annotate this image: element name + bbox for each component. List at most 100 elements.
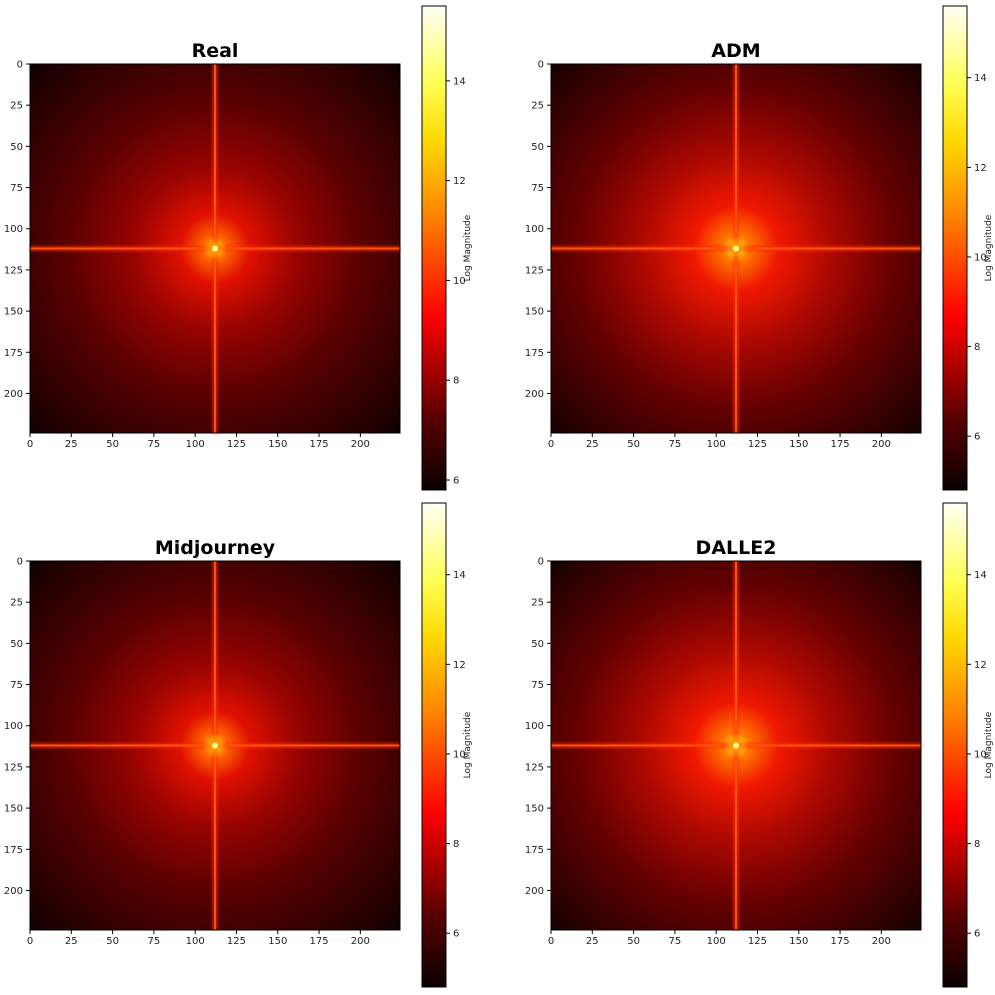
x-tick-label: 0 (27, 936, 33, 947)
y-tick-label: 75 (10, 183, 23, 194)
y-tick-label: 125 (4, 762, 23, 773)
colorbar-tick-label: 10 (974, 252, 987, 263)
dc-peak (212, 742, 218, 749)
x-tick-label: 150 (789, 936, 808, 947)
y-tick-label: 150 (525, 804, 544, 815)
y-tick-label: 0 (538, 60, 544, 71)
x-tick-label: 50 (106, 439, 119, 450)
colorbar-tick-label: 6 (974, 929, 980, 940)
y-tick-label: 100 (525, 224, 544, 235)
x-tick-label: 25 (586, 439, 599, 450)
panel-title: ADM (711, 40, 760, 62)
panel-title: Real (192, 40, 239, 62)
axes-frame (550, 63, 922, 434)
colorbar-tick-label: 8 (974, 839, 980, 850)
y-tick-label: 200 (525, 389, 544, 400)
y-tick-label: 50 (531, 142, 544, 153)
x-tick-label: 100 (707, 936, 726, 947)
y-tick-label: 125 (525, 265, 544, 276)
y-tick-label: 25 (10, 101, 23, 112)
colorbar-label: Log Magnitude (463, 214, 473, 281)
colorbar-tick-label: 14 (453, 76, 466, 87)
colorbar (942, 5, 968, 491)
colorbar-tick-label: 14 (453, 570, 466, 581)
panel-midjourney: Midjourney 0 25 50 75 100 125 150 175 200 0 25 50 75 1… (4, 502, 473, 988)
y-tick-label: 25 (531, 598, 544, 609)
y-tick-label: 175 (525, 348, 544, 359)
x-tick-label: 125 (227, 439, 246, 450)
y-tick-label: 200 (4, 886, 23, 897)
colorbar-tick-label: 8 (453, 839, 459, 850)
y-tick-label: 150 (525, 307, 544, 318)
y-tick-label: 75 (10, 680, 23, 691)
x-tick-label: 50 (106, 936, 119, 947)
y-tick-label: 50 (10, 142, 23, 153)
y-tick-label: 175 (4, 845, 23, 856)
colorbar-tick-label: 6 (453, 476, 459, 487)
x-tick-label: 200 (872, 936, 891, 947)
colorbar-tick-label: 14 (974, 73, 987, 84)
axes-frame (29, 560, 401, 931)
dc-peak (733, 245, 739, 252)
x-tick-label: 50 (627, 936, 640, 947)
y-tick-label: 100 (4, 224, 23, 235)
x-tick-label: 125 (748, 936, 767, 947)
colorbar-tick-label: 10 (974, 749, 987, 760)
colorbar-label: Log Magnitude (984, 711, 994, 778)
x-tick-label: 75 (669, 936, 682, 947)
colorbar-label: Log Magnitude (463, 711, 473, 778)
y-tick-label: 150 (4, 307, 23, 318)
y-tick-label: 0 (17, 557, 23, 568)
x-tick-label: 0 (27, 439, 33, 450)
colorbar-tick-label: 10 (453, 749, 466, 760)
y-tick-label: 50 (10, 639, 23, 650)
x-tick-label: 125 (227, 936, 246, 947)
colorbar (421, 502, 447, 988)
x-tick-label: 75 (148, 936, 161, 947)
colorbar-tick-label: 8 (974, 342, 980, 353)
x-tick-label: 75 (669, 439, 682, 450)
x-tick-label: 0 (548, 439, 554, 450)
colorbar-tick-label: 6 (974, 432, 980, 443)
y-tick-label: 25 (531, 101, 544, 112)
colorbar-tick-label: 12 (974, 163, 987, 174)
colorbar-tick-label: 14 (974, 570, 987, 581)
x-tick-label: 50 (627, 439, 640, 450)
y-tick-label: 125 (525, 762, 544, 773)
colorbar-tick-label: 10 (453, 276, 466, 287)
x-tick-label: 100 (186, 439, 205, 450)
x-tick-label: 175 (831, 439, 850, 450)
x-tick-label: 175 (310, 936, 329, 947)
x-tick-label: 25 (586, 936, 599, 947)
y-tick-label: 175 (525, 845, 544, 856)
x-tick-label: 150 (268, 936, 287, 947)
y-tick-label: 100 (4, 721, 23, 732)
y-tick-label: 50 (531, 639, 544, 650)
y-tick-label: 200 (4, 389, 23, 400)
y-tick-label: 25 (10, 598, 23, 609)
x-tick-label: 150 (789, 439, 808, 450)
dc-peak (212, 245, 218, 252)
panel-adm: ADM 0 25 50 75 100 125 150 175 200 0 25 50 75 100 125 15… (525, 5, 994, 491)
x-tick-label: 75 (148, 439, 161, 450)
y-tick-label: 175 (4, 348, 23, 359)
colorbar-tick-label: 6 (453, 929, 459, 940)
x-tick-label: 25 (65, 936, 78, 947)
colorbar (421, 5, 447, 491)
x-tick-label: 100 (186, 936, 205, 947)
x-tick-label: 200 (351, 936, 370, 947)
colorbar-tick-label: 12 (453, 176, 466, 187)
x-tick-label: 125 (748, 439, 767, 450)
colorbar-label: Log Magnitude (984, 214, 994, 281)
x-tick-label: 200 (872, 439, 891, 450)
x-tick-label: 175 (831, 936, 850, 947)
panel-title: DALLE2 (696, 537, 777, 559)
axes-frame (29, 63, 401, 434)
colorbar-tick-label: 12 (974, 660, 987, 671)
panel-dalle2: DALLE2 0 25 50 75 100 125 150 175 200 0 25 50 75 100 12… (525, 502, 994, 988)
dc-peak (733, 742, 739, 749)
colorbar-tick-label: 8 (453, 376, 459, 387)
y-tick-label: 0 (538, 557, 544, 568)
axes-frame (550, 560, 922, 931)
